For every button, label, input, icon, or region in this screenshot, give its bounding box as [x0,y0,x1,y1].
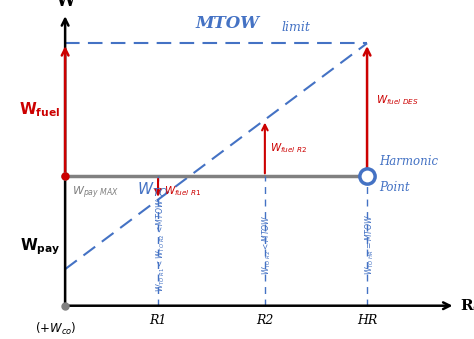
Text: Range: Range [460,299,474,313]
Text: R2: R2 [256,314,273,327]
Text: Harmonic: Harmonic [379,155,438,168]
Text: $W_{TO\ R2} < MTOW$: $W_{TO\ R2} < MTOW$ [261,215,273,275]
Text: R1: R1 [149,314,167,327]
Text: $\mathbf{W}_{\mathbf{pay}}$: $\mathbf{W}_{\mathbf{pay}}$ [20,236,61,257]
Text: $(+W_{co})$: $(+W_{co})$ [35,321,77,337]
Text: $W_{TO}$: $W_{TO}$ [137,180,169,199]
Text: $W_{TO\ R1} < W_{TO\ R2} < MTOW$: $W_{TO\ R1} < W_{TO\ R2} < MTOW$ [154,198,166,292]
Text: $W_{pay\ MAX}$: $W_{pay\ MAX}$ [72,184,119,201]
Text: limit: limit [281,21,310,34]
Text: HR: HR [357,314,377,327]
Text: $W_{fuel\ R1}$: $W_{fuel\ R1}$ [164,184,201,198]
Text: MTOW: MTOW [196,15,260,32]
Text: $W_{fuel\ DES}$: $W_{fuel\ DES}$ [376,93,419,107]
Text: W: W [55,0,75,10]
Text: Point: Point [379,181,410,194]
Text: $W_{fuel\ R2}$: $W_{fuel\ R2}$ [271,141,308,155]
Text: $W_{TO\ HR} = MTOW$: $W_{TO\ HR} = MTOW$ [363,214,375,275]
Text: $\mathbf{W}_{\mathbf{fuel}}$: $\mathbf{W}_{\mathbf{fuel}}$ [19,100,61,119]
